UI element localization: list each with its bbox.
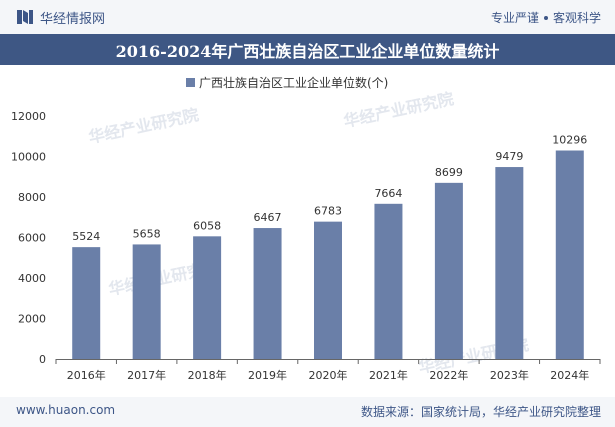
separator-dot-icon — [543, 15, 548, 20]
slogan-left: 专业严谨 — [490, 11, 539, 25]
x-tick-label: 2023年 — [490, 368, 529, 382]
bar-value-label: 5524 — [72, 230, 100, 243]
y-tick-label: 10000 — [11, 151, 46, 164]
watermark-text: 华经产业研究院 — [342, 89, 456, 131]
y-tick-label: 12000 — [11, 110, 46, 123]
footer: www.huaon.com 数据来源：国家统计局，华经产业研究院整理 — [0, 397, 615, 427]
bar-value-label: 7664 — [374, 187, 402, 200]
title-bar: 2016-2024年广西壮族自治区工业企业单位数量统计 — [0, 34, 615, 65]
y-tick-label: 6000 — [18, 232, 46, 245]
y-tick-label: 4000 — [18, 272, 46, 285]
bar-value-label: 10296 — [552, 134, 587, 147]
bar — [314, 221, 342, 359]
footer-website: www.huaon.com — [16, 403, 116, 417]
x-tick-label: 2021年 — [369, 368, 408, 382]
bar — [495, 167, 524, 359]
chart-area: 华经产业研究院 华经产业研究院 华经产业研究院 华经产业研究院 广西壮族自治区工业企业… — [0, 65, 615, 397]
bar — [434, 182, 463, 359]
bar-value-label: 9479 — [495, 150, 523, 163]
x-tick-label: 2017年 — [127, 368, 166, 382]
x-axis: 2016年 2017年 2018年 2019年 2020年 2021年 2022年 2023年… — [55, 359, 601, 382]
x-tick-label: 2019年 — [248, 368, 287, 382]
bar-value-label: 8699 — [435, 166, 463, 179]
bar — [72, 247, 101, 359]
x-tick-label: 2022年 — [429, 368, 468, 382]
x-tick-label: 2024年 — [550, 368, 589, 382]
logo-text: 华经情报网 — [40, 11, 106, 27]
legend-label: 广西壮族自治区工业企业单位数(个) — [199, 75, 388, 90]
legend-swatch — [186, 78, 195, 87]
bar-value-label: 6058 — [193, 219, 221, 232]
y-tick-label: 2000 — [18, 313, 46, 326]
bars: 5524 5658 6058 6467 6783 7664 8699 9479 10296 — [72, 134, 587, 359]
slogan: 专业严谨 客观科学 — [491, 9, 601, 26]
bar-value-label: 5658 — [133, 227, 161, 240]
x-tick-label: 2016年 — [67, 368, 106, 382]
bar — [555, 150, 584, 359]
watermark-text: 华经产业研究院 — [87, 105, 201, 147]
bar-value-label: 6783 — [314, 205, 342, 218]
bar — [253, 228, 282, 359]
bar — [132, 244, 161, 359]
x-tick-label: 2018年 — [188, 368, 227, 382]
slogan-right: 客观科学 — [552, 11, 601, 25]
chart-title: 2016-2024年广西壮族自治区工业企业单位数量统计 — [115, 41, 500, 61]
bar — [193, 236, 222, 359]
x-tick-label: 2020年 — [309, 368, 348, 382]
bar — [374, 203, 403, 359]
y-tick-label: 0 — [39, 353, 46, 366]
top-bar: 华经情报网 专业严谨 客观科学 — [0, 0, 615, 34]
footer-source: 数据来源：国家统计局，华经产业研究院整理 — [360, 405, 601, 419]
bar-value-label: 6467 — [254, 211, 282, 224]
logo-icon — [17, 10, 33, 24]
y-tick-label: 8000 — [18, 191, 46, 204]
legend: 广西壮族自治区工业企业单位数(个) — [186, 75, 388, 90]
logo: 华经情报网 — [16, 8, 106, 27]
y-axis: 0 2000 4000 6000 8000 10000 12000 — [11, 110, 46, 366]
